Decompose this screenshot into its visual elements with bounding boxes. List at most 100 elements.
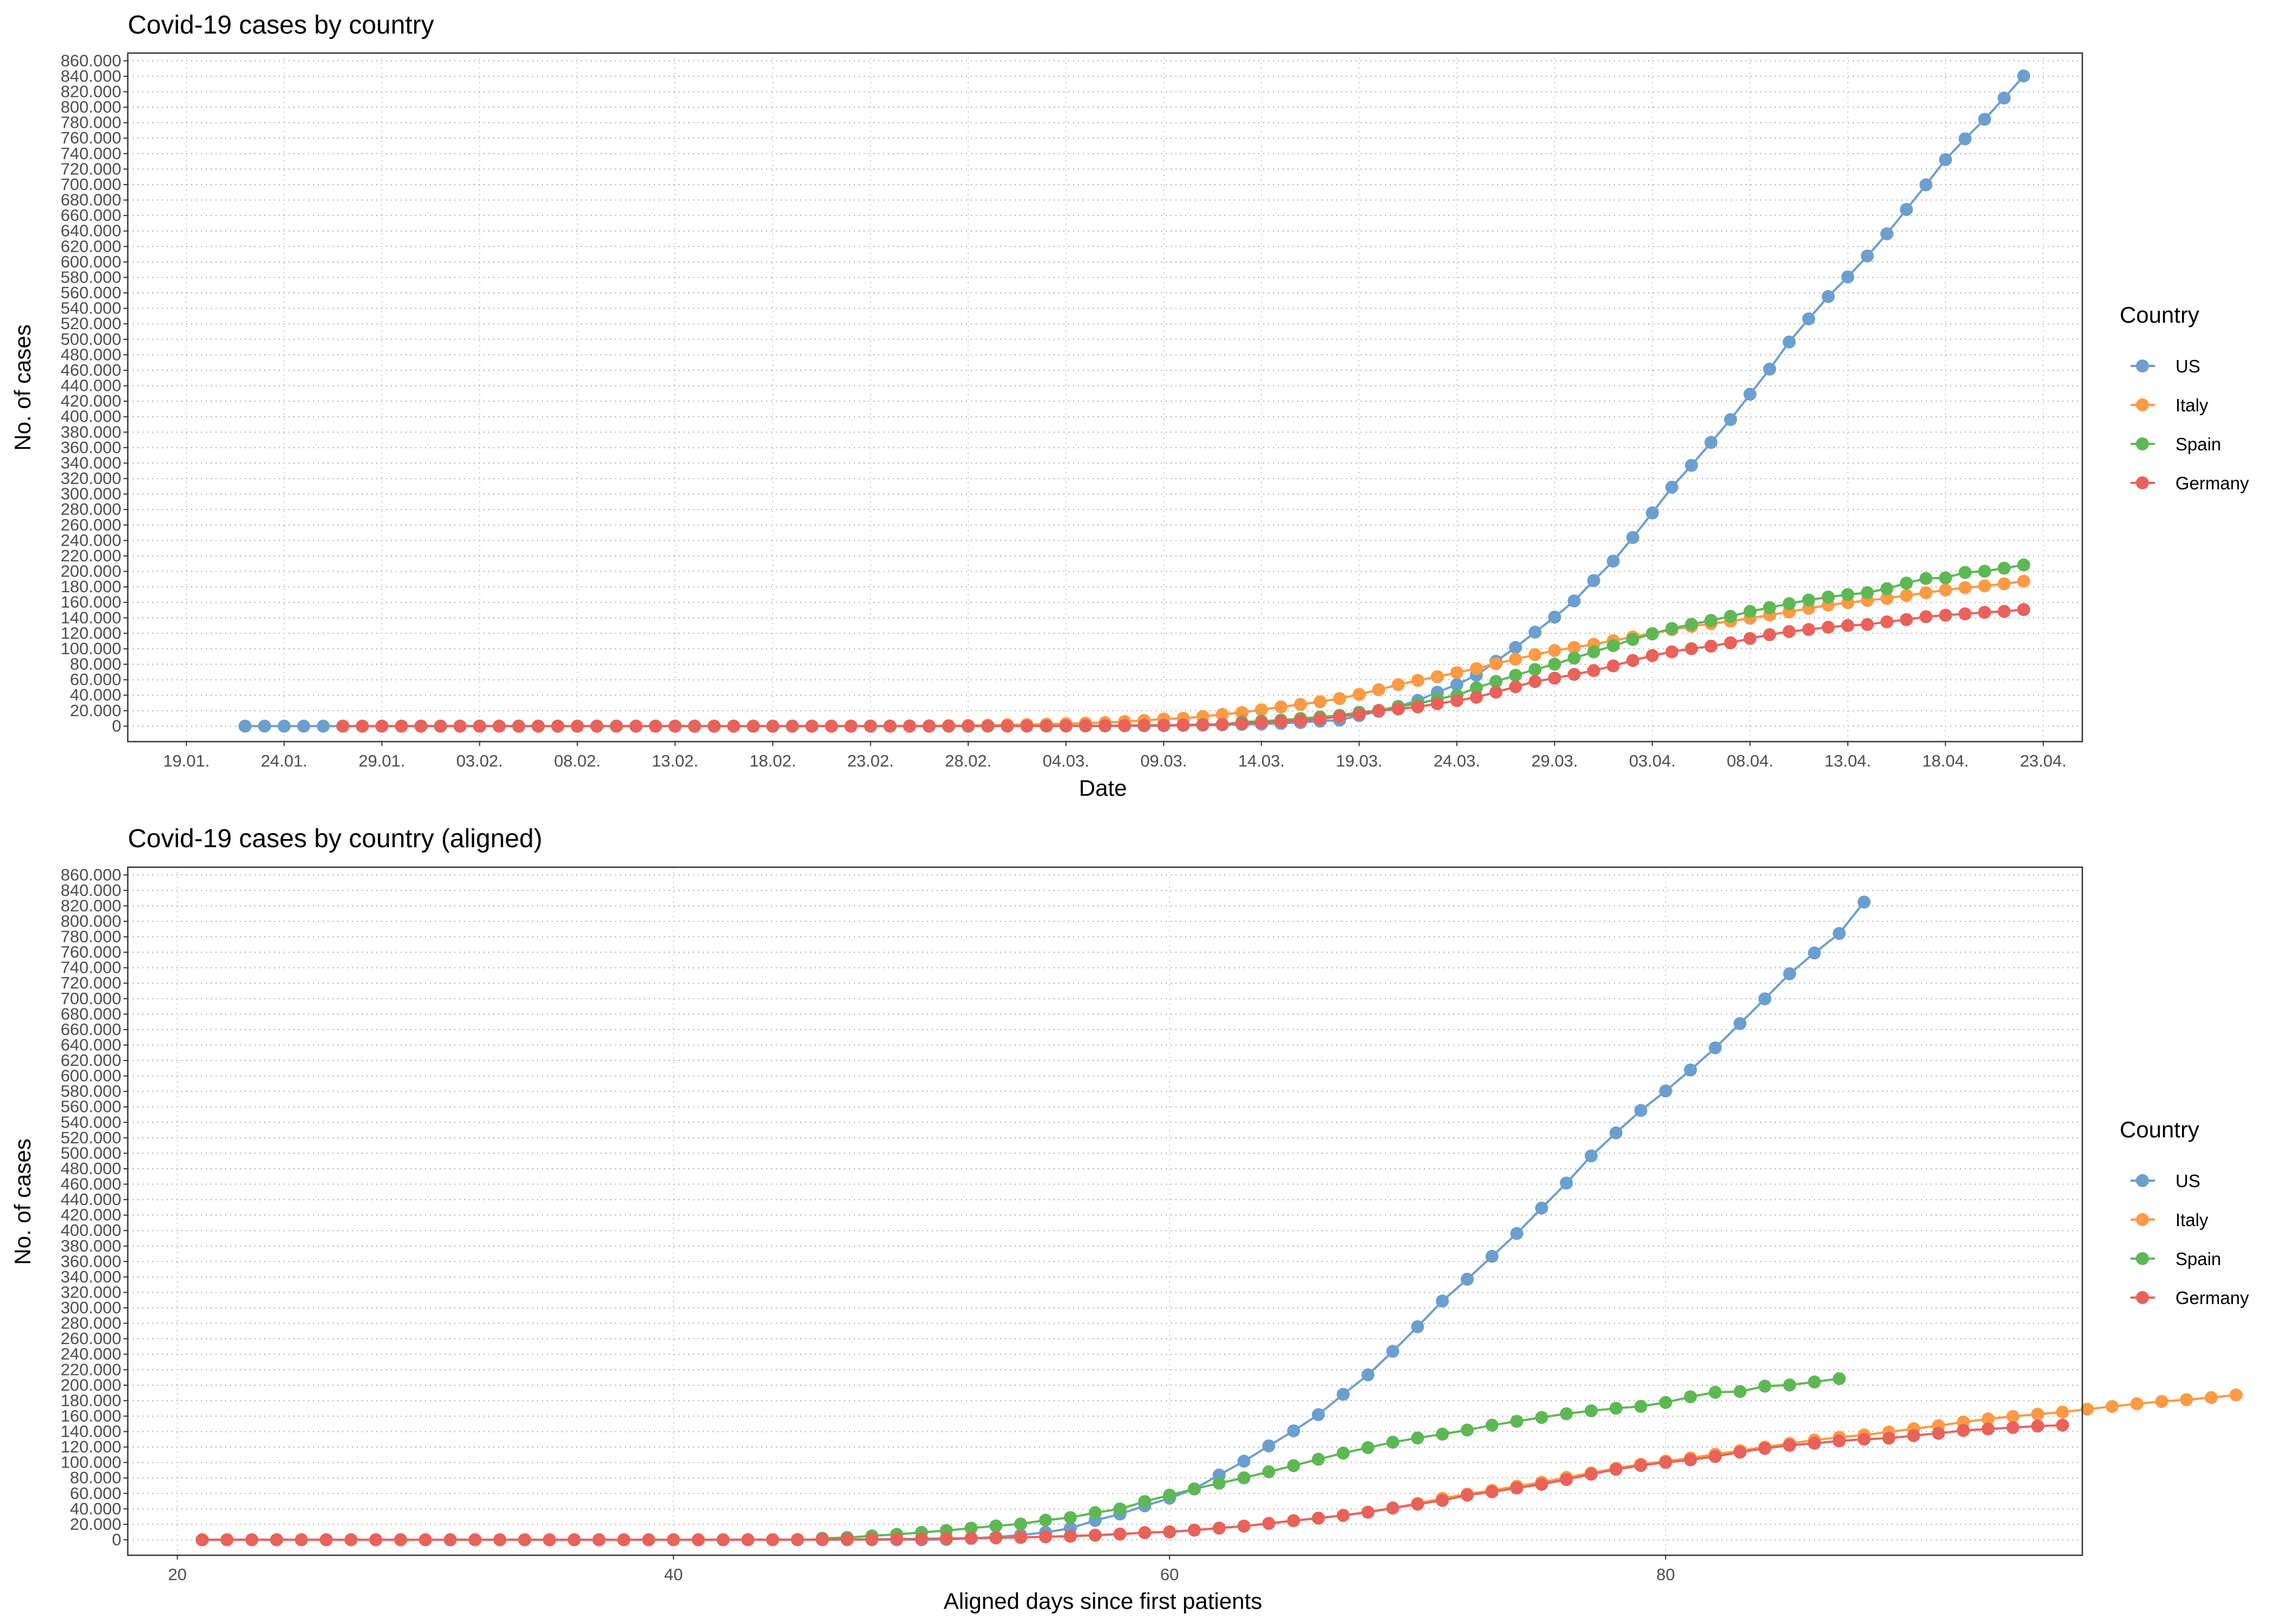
data-point-germany [1254, 716, 1268, 729]
data-point-germany [610, 719, 623, 733]
data-point-germany [1900, 613, 1913, 626]
y-tick-label: 160.000 [61, 593, 121, 612]
legend-label: Spain [2175, 434, 2221, 454]
data-point-spain [1489, 675, 1502, 688]
data-point-spain [1014, 1517, 1028, 1531]
x-tick-label: 40 [664, 1565, 683, 1584]
y-tick-label: 100.000 [61, 639, 121, 658]
data-point-germany [1212, 1521, 1226, 1535]
data-point-germany [1510, 1481, 1524, 1495]
y-tick-label: 20.000 [70, 1515, 121, 1534]
data-point-germany [844, 719, 858, 733]
y-tick-label: 700.000 [61, 175, 121, 194]
data-point-germany [1841, 619, 1854, 632]
data-point-germany [825, 719, 838, 733]
chart-title: Covid-19 cases by country (aligned) [128, 824, 543, 853]
data-point-germany [1957, 1424, 1970, 1437]
data-point-us [1336, 1387, 1350, 1401]
data-point-germany [369, 1533, 383, 1547]
data-point-germany [1099, 719, 1112, 732]
data-point-germany [344, 1533, 358, 1547]
y-tick-label: 420.000 [61, 391, 121, 410]
data-point-germany [419, 1533, 432, 1547]
y-tick-label: 720.000 [61, 159, 121, 178]
data-point-spain [2017, 558, 2030, 572]
y-tick-label: 500.000 [61, 1143, 121, 1162]
y-tick-label: 440.000 [61, 1190, 121, 1209]
x-tick-label: 60 [1160, 1565, 1179, 1584]
data-point-germany [727, 719, 741, 733]
data-point-germany [989, 1531, 1003, 1544]
data-point-italy [1216, 708, 1229, 721]
data-point-germany [434, 719, 447, 733]
y-tick-label: 160.000 [61, 1406, 121, 1425]
y-tick-label: 460.000 [61, 361, 121, 379]
data-point-italy [2230, 1388, 2243, 1402]
y-tick-label: 720.000 [61, 973, 121, 992]
legend-item-italy: Italy [2131, 1210, 2208, 1230]
y-tick-label: 20.000 [70, 701, 121, 720]
data-point-germany [1685, 642, 1698, 656]
data-point-spain [1560, 1407, 1573, 1420]
data-point-italy [1997, 577, 2011, 591]
data-point-italy [2130, 1397, 2144, 1411]
data-point-germany [1560, 1473, 1573, 1487]
data-point-germany [245, 1533, 259, 1547]
y-tick-label: 600.000 [61, 1066, 121, 1085]
y-tick-label: 700.000 [61, 989, 121, 1008]
data-point-germany [1157, 718, 1171, 732]
data-point-germany [1659, 1456, 1672, 1469]
y-tick-label: 780.000 [61, 113, 121, 132]
data-point-us [1997, 91, 2011, 105]
data-point-us [1535, 1201, 1548, 1215]
data-point-germany [2017, 603, 2030, 617]
data-point-germany [592, 1533, 606, 1547]
data-point-spain [1361, 1441, 1375, 1455]
data-point-spain [1684, 1390, 1697, 1404]
data-point-germany [617, 1533, 631, 1547]
y-tick-label: 800.000 [61, 912, 121, 931]
data-point-germany [865, 1533, 879, 1546]
data-point-spain [1958, 566, 1972, 579]
series-line-germany [202, 1424, 2063, 1541]
data-point-germany [567, 1533, 581, 1547]
y-tick-label: 440.000 [61, 376, 121, 395]
data-point-germany [2056, 1418, 2069, 1432]
data-point-germany [766, 1533, 780, 1547]
data-point-germany [590, 719, 604, 733]
y-tick-label: 120.000 [61, 624, 121, 643]
data-point-germany [1196, 718, 1210, 731]
legend-key-marker [2136, 359, 2149, 372]
data-point-spain [1634, 1400, 1648, 1413]
data-point-germany [691, 1533, 705, 1547]
x-tick-label: 09.03. [1140, 751, 1187, 770]
data-point-spain [1113, 1502, 1127, 1516]
data-point-germany [1548, 671, 1561, 685]
data-point-germany [518, 1533, 531, 1547]
y-tick-label: 660.000 [61, 1020, 121, 1039]
data-point-us [1509, 641, 1522, 654]
legend: Country US Italy Spain Germany [2120, 302, 2249, 493]
x-tick-label: 03.04. [1629, 751, 1676, 770]
data-point-germany [1709, 1450, 1722, 1463]
data-point-germany [1783, 1439, 1796, 1452]
data-point-germany [468, 1533, 482, 1547]
y-tick-label: 200.000 [61, 1376, 121, 1394]
data-point-germany [1352, 708, 1366, 721]
data-point-us [1763, 362, 1776, 376]
legend-key-marker [2136, 476, 2149, 489]
data-point-us [1685, 459, 1698, 472]
data-point-germany [220, 1533, 234, 1547]
y-tick-label: 60.000 [70, 1484, 121, 1503]
series-spain [815, 1372, 1846, 1545]
legend-key-marker [2136, 1252, 2149, 1265]
data-point-spain [1821, 591, 1835, 604]
data-point-us [1659, 1084, 1672, 1098]
data-point-spain [1386, 1436, 1400, 1449]
data-point-germany [414, 719, 428, 733]
data-point-us [1821, 290, 1835, 303]
data-point-italy [2081, 1403, 2094, 1416]
y-tick-label: 180.000 [61, 577, 121, 596]
data-point-germany [1333, 710, 1347, 723]
